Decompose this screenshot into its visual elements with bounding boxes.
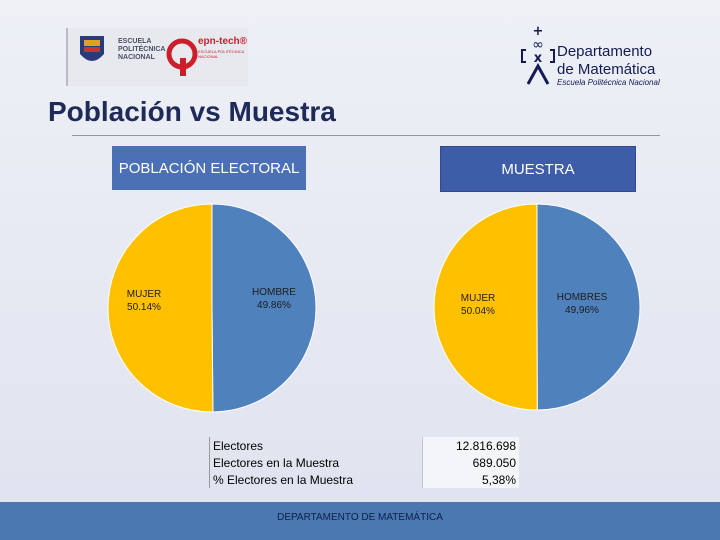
sample-hombres-label: HOMBRES 49,96% — [550, 291, 614, 317]
epn-tech-mark-icon — [166, 38, 198, 76]
pie-slice-mujer — [433, 203, 538, 411]
footer-bar — [0, 502, 720, 540]
department-name-line1: Departamento — [557, 43, 653, 60]
epn-tech-text: epn-tech® — [198, 36, 248, 47]
population-hombre-value: 49.86% — [257, 300, 291, 311]
pie-slice-hombres — [536, 203, 641, 411]
epn-logo: ESCUELA POLITÉCNICA NACIONAL epn-tech® E… — [66, 28, 248, 86]
sample-mujer-name: MUJER — [460, 293, 496, 304]
population-hombre-name: HOMBRE — [252, 287, 296, 298]
sample-hombres-name: HOMBRES — [556, 292, 608, 303]
stat-label: Electores — [208, 437, 423, 454]
sample-mujer-label: MUJER 50.04% — [452, 292, 504, 318]
population-pie-chart — [107, 203, 317, 413]
sample-pie-chart — [433, 203, 641, 411]
math-symbols-icon: + ∞ x — [521, 24, 555, 85]
department-subtitle: Escuela Politécnica Nacional — [557, 78, 660, 87]
sample-header: MUESTRA — [440, 146, 636, 192]
epn-logo-text: ESCUELA POLITÉCNICA NACIONAL — [118, 38, 166, 61]
stat-value: 12.816.698 — [422, 437, 519, 454]
population-mujer-label: MUJER 50.14% — [118, 288, 170, 314]
department-name-line2: de Matemática — [557, 61, 656, 78]
population-hombre-label: HOMBRE 49.86% — [244, 286, 304, 312]
table-row: % Electores en la Muestra 5,38% — [208, 471, 519, 488]
stat-value: 689.050 — [422, 454, 519, 471]
title-divider — [72, 135, 660, 136]
department-name: Departamento de Matemática — [557, 43, 655, 79]
sample-hombres-value: 49,96% — [565, 305, 599, 316]
stat-label: Electores en la Muestra — [208, 454, 423, 471]
svg-text:x: x — [534, 51, 543, 66]
table-row: Electores en la Muestra 689.050 — [208, 454, 519, 471]
epn-tech-subtext: ESCUELA POLITÉCNICA NACIONAL — [198, 49, 245, 59]
pie-slice-mujer — [107, 203, 214, 413]
sample-mujer-value: 50.04% — [461, 306, 495, 317]
stat-value: 5,38% — [422, 471, 519, 488]
table-row: Electores 12.816.698 — [208, 437, 519, 454]
electors-stats-table: Electores 12.816.698 Electores en la Mue… — [208, 437, 519, 488]
svg-text:∞: ∞ — [532, 37, 544, 53]
footer-text: DEPARTAMENTO DE MATEMÁTICA — [277, 512, 443, 523]
population-header: POBLACIÓN ELECTORAL — [112, 146, 306, 190]
crest-icon — [80, 36, 104, 61]
svg-text:+: + — [533, 24, 544, 39]
pie-slice-hombre — [211, 203, 317, 413]
page-title: Población vs Muestra — [48, 96, 336, 127]
population-mujer-value: 50.14% — [127, 302, 161, 313]
stat-label: % Electores en la Muestra — [208, 471, 423, 488]
population-mujer-name: MUJER — [126, 289, 162, 300]
